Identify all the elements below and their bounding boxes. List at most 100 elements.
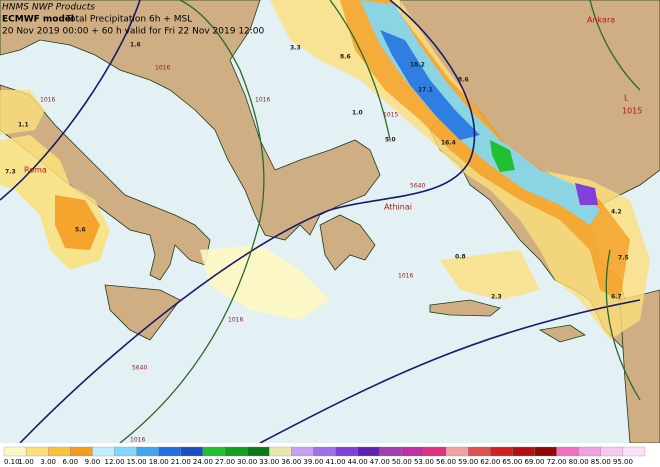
precip-area xyxy=(380,30,480,140)
legend-swatch xyxy=(92,446,115,457)
legend-label: 30.00 xyxy=(237,458,257,466)
legend-swatch xyxy=(600,446,624,457)
peloponnese xyxy=(319,214,376,271)
legend-label: 36.00 xyxy=(281,458,301,466)
legend-label: 53.00 xyxy=(414,458,434,466)
legend-swatch xyxy=(3,446,27,457)
legend-swatch xyxy=(335,446,358,457)
crete xyxy=(429,299,501,317)
precip-label: 3.3 xyxy=(290,45,301,52)
precip-area xyxy=(490,140,515,172)
legend-label: 27.00 xyxy=(215,458,235,466)
contour-label: 1016 xyxy=(398,273,413,280)
legend-swatch xyxy=(556,446,579,457)
source: HNMS NWP Products xyxy=(2,3,95,13)
contour-label: 5640 xyxy=(410,183,425,190)
model: ECMWF model xyxy=(2,15,74,25)
legend-swatch xyxy=(379,446,403,457)
contour-label: 1016 xyxy=(130,437,145,444)
legend: 0.101.00 3.00 6.00 9.00 12.00 15.00 18.00 21.00… xyxy=(3,446,646,466)
legend-label: 39.00 xyxy=(303,458,323,466)
legend-label: 59.00 xyxy=(458,458,478,466)
legend-swatch xyxy=(291,446,314,457)
validity: 20 Nov 2019 00:00 + 60 h valid for Fri 2… xyxy=(2,27,265,37)
place-label: Athinai xyxy=(384,203,412,212)
precip-label: 5.6 xyxy=(75,227,86,234)
pressure-contour xyxy=(119,0,265,444)
place-label: Ankara xyxy=(587,16,615,25)
precip-area xyxy=(270,0,650,340)
product: Total Precipitation 6h + MSL xyxy=(65,15,192,25)
legend-label: 15.00 xyxy=(127,458,147,466)
place-label: Roma xyxy=(24,166,47,175)
legend-label: 1.00 xyxy=(18,458,34,466)
precip-label: 16.4 xyxy=(441,140,456,147)
balkans xyxy=(0,0,381,241)
precip-label: 8.6 xyxy=(340,54,351,61)
pressure-contour xyxy=(605,249,641,401)
precip-label: 0.8 xyxy=(455,254,466,261)
precip-label: 2.3 xyxy=(491,294,502,301)
contour-label: 1016 xyxy=(155,65,170,72)
legend-swatch xyxy=(313,446,336,457)
legend-swatch xyxy=(423,446,447,457)
legend-label: 56.00 xyxy=(436,458,456,466)
legend-swatch xyxy=(158,446,181,457)
precip-label: 4.2 xyxy=(611,209,622,216)
precip-area xyxy=(55,195,100,250)
height-contour xyxy=(19,0,476,444)
precip-label: 1.1 xyxy=(18,122,29,129)
precip-label: 8.6 xyxy=(458,77,469,84)
legend-label: 62.00 xyxy=(480,458,500,466)
precip-label: 1.6 xyxy=(130,42,141,49)
place-label: L xyxy=(624,94,629,103)
precip-label: 7.3 xyxy=(5,169,16,176)
legend-label: 6.00 xyxy=(63,458,79,466)
legend-swatch xyxy=(534,446,557,457)
legend-swatch xyxy=(512,446,535,457)
legend-label: 47.00 xyxy=(370,458,390,466)
legend-swatch xyxy=(136,446,159,457)
legend-swatch xyxy=(357,446,380,457)
legend-label: 9.00 xyxy=(85,458,101,466)
legend-swatch xyxy=(622,446,646,457)
place-label: 1015 xyxy=(622,107,642,116)
precip-label: 18.2 xyxy=(410,62,425,69)
legend-label: 69.00 xyxy=(524,458,544,466)
height-contour xyxy=(0,0,141,201)
map-labels: HNMS NWP Products ECMWF model Total Prec… xyxy=(2,3,642,444)
legend-label: 0.10 xyxy=(4,458,20,466)
contour-label: 1016 xyxy=(40,97,55,104)
contours xyxy=(0,0,641,444)
legend-label: 18.00 xyxy=(149,458,169,466)
legend-swatch xyxy=(202,446,226,457)
legend-swatch xyxy=(224,446,248,457)
legend-swatch xyxy=(48,446,71,457)
legend-label: 95.00 xyxy=(613,458,633,466)
precip-label: 17.1 xyxy=(418,87,433,94)
height-contour xyxy=(259,299,641,444)
legend-swatch xyxy=(180,446,204,457)
legend-label: 33.00 xyxy=(259,458,279,466)
legend-label: 12.00 xyxy=(104,458,124,466)
contour-label: 5640 xyxy=(132,365,147,372)
legend-swatch xyxy=(578,446,601,457)
legend-label: 24.00 xyxy=(193,458,213,466)
legend-swatch xyxy=(490,446,513,457)
legend-swatch xyxy=(401,446,425,457)
precip-area xyxy=(0,90,45,135)
precip-label: 6.7 xyxy=(611,294,622,301)
legend-swatch xyxy=(114,446,137,457)
precipitation xyxy=(0,0,650,340)
legend-label: 3.00 xyxy=(40,458,56,466)
legend-label: 65.00 xyxy=(502,458,522,466)
legend-label: 85.00 xyxy=(591,458,611,466)
legend-swatch xyxy=(269,446,292,457)
legend-swatch xyxy=(246,446,270,457)
precip-label: 7.5 xyxy=(618,255,629,262)
legend-label: 50.00 xyxy=(392,458,412,466)
legend-swatch xyxy=(445,446,469,457)
precip-area xyxy=(440,250,540,300)
